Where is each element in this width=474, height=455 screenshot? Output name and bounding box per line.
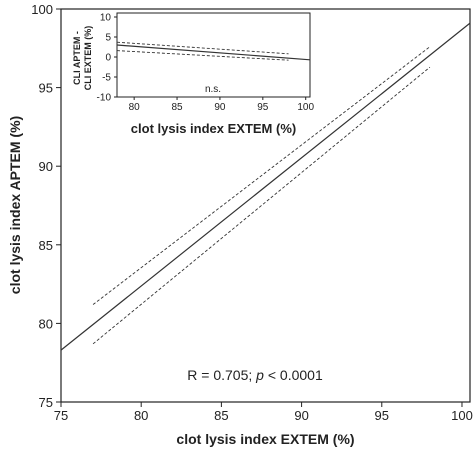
- main-y-tick-label: 100: [31, 2, 53, 17]
- correlation-annotation: R = 0.705; p < 0.0001: [187, 367, 323, 383]
- main-y-tick-label: 95: [39, 81, 53, 96]
- main-x-tick-label: 100: [451, 408, 473, 423]
- inset-y-tick-label: 10: [100, 13, 112, 24]
- inset-x-tick-label: 95: [257, 102, 269, 113]
- inset-x-axis-label: clot lysis index EXTEM (%): [131, 121, 296, 136]
- inset-y-axis-label-line2: CLI EXTEM (%): [83, 26, 93, 91]
- main-y-tick-label: 90: [39, 159, 53, 174]
- annotation-prefix: R = 0.705;: [187, 367, 256, 383]
- inset-chart: 80 85 90 95 100 -10 -5 0 5 10 clot lysis index EXT…: [72, 12, 314, 136]
- inset-plot-frame: [116, 12, 311, 98]
- inset-y-tick-label: -5: [102, 73, 111, 84]
- main-x-tick-label: 85: [214, 408, 228, 423]
- annotation-suffix: < 0.0001: [264, 367, 323, 383]
- inset-ci-lower-line: [116, 50, 289, 61]
- inset-y-tick-label: 0: [105, 53, 111, 64]
- inset-x-tick-label: 100: [297, 102, 314, 113]
- inset-y-tick-label: -10: [97, 93, 112, 104]
- inset-x-tick-label: 90: [214, 102, 226, 113]
- main-y-tick-label: 85: [39, 238, 53, 253]
- main-x-axis-label: clot lysis index EXTEM (%): [176, 431, 354, 447]
- inset-y-tick-label: 5: [105, 33, 111, 44]
- inset-ci-upper-line: [116, 41, 289, 55]
- main-y-tick-label: 75: [39, 395, 53, 410]
- annotation-p: p: [255, 367, 264, 383]
- main-x-tick-label: 80: [134, 408, 148, 423]
- inset-significance-annotation: n.s.: [205, 84, 221, 95]
- inset-mean-difference-line: [116, 44, 311, 61]
- main-y-axis-label: clot lysis index APTEM (%): [7, 116, 23, 294]
- main-x-tick-label: 90: [294, 408, 308, 423]
- inset-y-axis-label-line1: CLI APTEM -: [72, 31, 82, 85]
- main-regression-line: [60, 22, 471, 351]
- inset-x-tick-label: 80: [129, 102, 141, 113]
- main-y-tick-label: 80: [39, 316, 53, 331]
- main-x-tick-label: 75: [54, 408, 68, 423]
- main-ci-lower-line: [92, 66, 431, 345]
- main-x-tick-label: 95: [375, 408, 389, 423]
- main-ci-upper-line: [92, 46, 431, 305]
- inset-x-tick-label: 85: [171, 102, 183, 113]
